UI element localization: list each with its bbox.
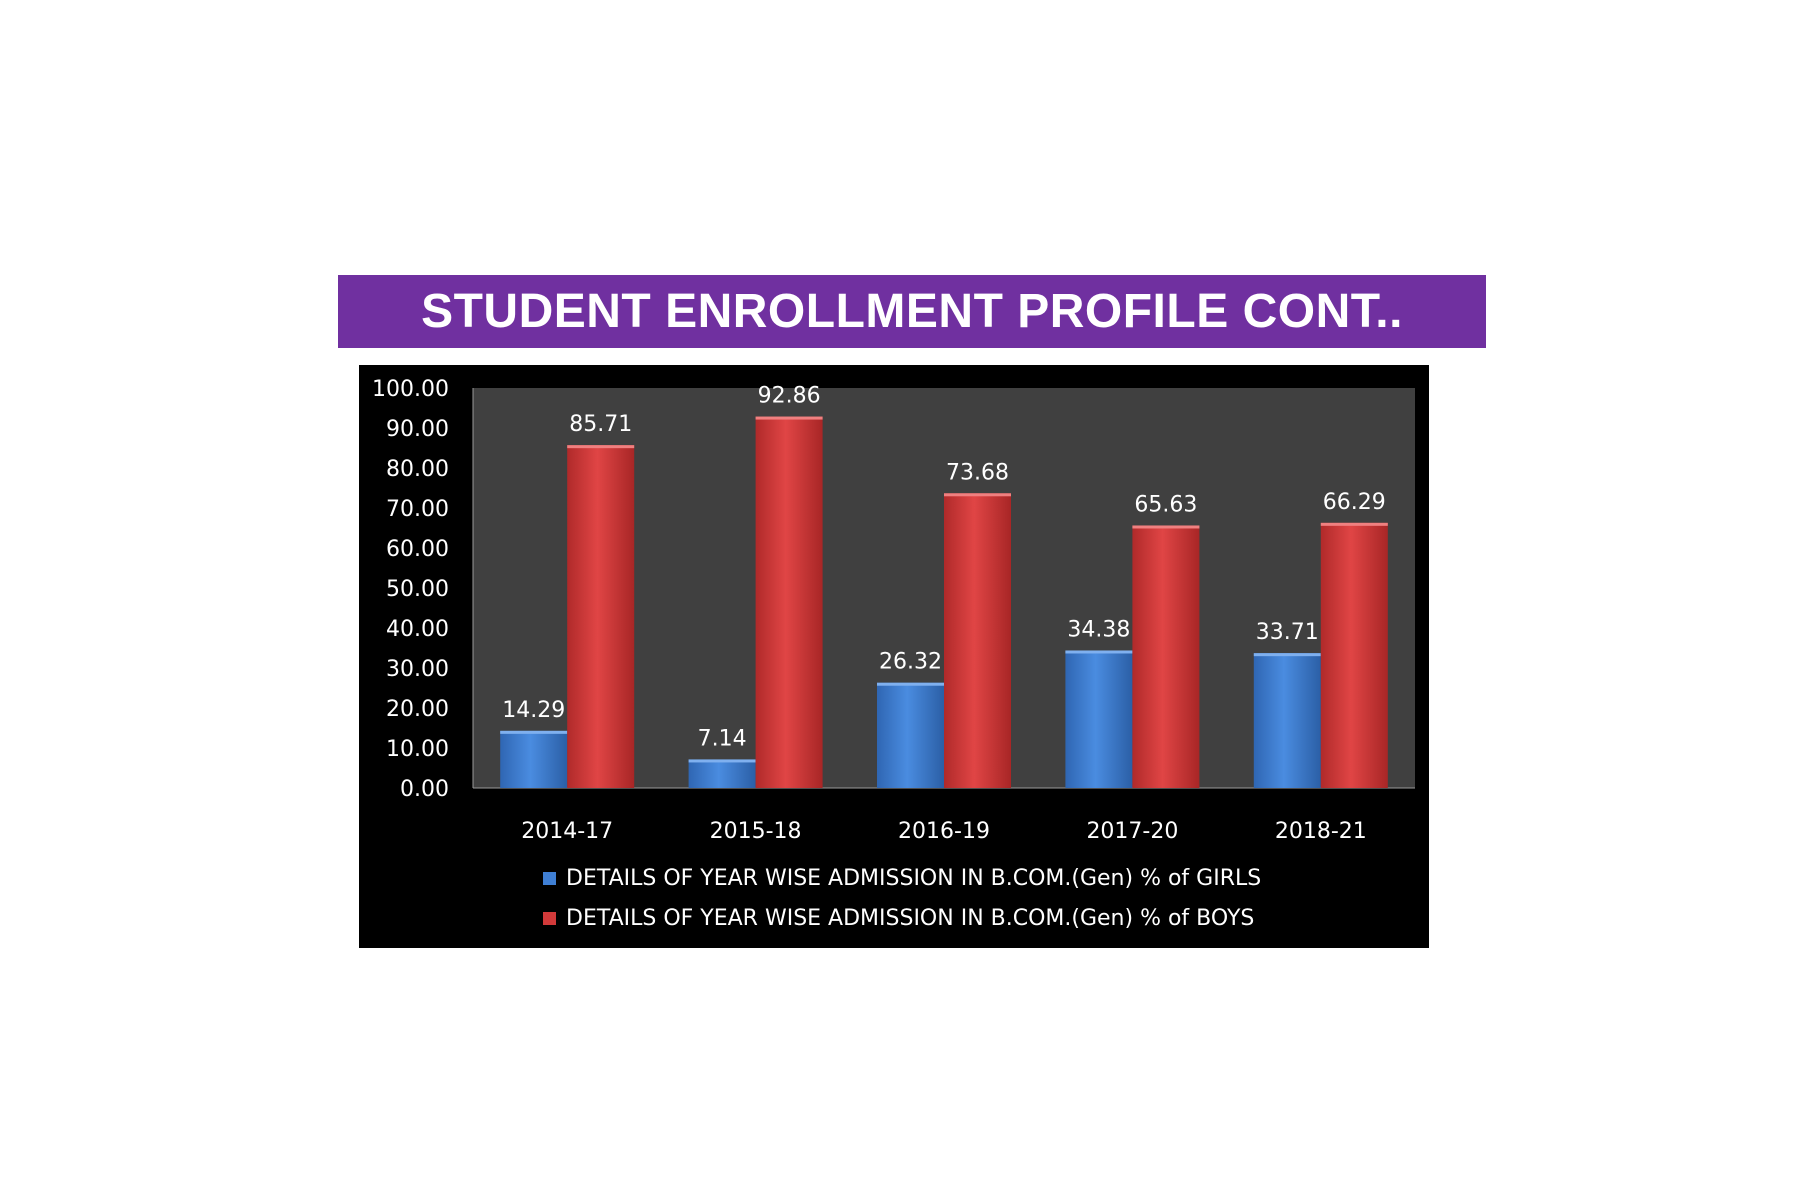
legend-item-boys: DETAILS OF YEAR WISE ADMISSION IN B.COM.… (543, 898, 1261, 938)
y-tick-label: 70.00 (386, 497, 449, 522)
legend-swatch-boys (543, 911, 556, 925)
bar-girls-2015-18 (688, 759, 756, 788)
y-tick-label: 90.00 (386, 417, 449, 442)
x-tick-label: 2018-21 (1275, 819, 1367, 844)
y-tick-label: 80.00 (386, 457, 449, 482)
y-tick-label: 20.00 (386, 697, 449, 722)
legend-label-boys: DETAILS OF YEAR WISE ADMISSION IN B.COM.… (566, 905, 1255, 931)
legend: DETAILS OF YEAR WISE ADMISSION IN B.COM.… (543, 858, 1261, 938)
data-label-girls-2017-20: 34.38 (1067, 617, 1130, 642)
data-label-boys-2014-17: 85.71 (569, 412, 632, 437)
data-label-boys-2016-19: 73.68 (946, 460, 1009, 485)
bar-cap-girls-2016-19 (877, 682, 944, 686)
bar-cap-boys-2016-19 (944, 493, 1011, 497)
bar-girls-2014-17 (500, 730, 568, 788)
data-label-boys-2017-20: 65.63 (1134, 492, 1197, 517)
bar-cap-boys-2014-17 (567, 445, 635, 449)
y-tick-label: 30.00 (386, 657, 449, 682)
bar-boys-2014-17 (567, 445, 635, 788)
bar-cap-boys-2018-21 (1320, 522, 1388, 526)
bar-cap-girls-2014-17 (500, 730, 568, 734)
bar-cap-boys-2015-18 (755, 416, 823, 420)
title-banner: STUDENT ENROLLMENT PROFILE CONT.. (338, 275, 1486, 348)
bar-girls-2017-20 (1065, 650, 1133, 788)
data-label-girls-2016-19: 26.32 (879, 650, 942, 675)
bar-chart: 0.00 10.00 20.00 30.00 40.00 50.00 60.00 70.00 8… (372, 377, 1415, 844)
bar-girls-2016-19 (877, 682, 944, 788)
y-tick-label: 60.00 (386, 537, 449, 562)
bar-cap-girls-2017-20 (1065, 650, 1133, 654)
bar-cap-boys-2017-20 (1132, 525, 1200, 529)
bar-boys-2018-21 (1320, 522, 1388, 788)
data-label-girls-2015-18: 7.14 (698, 726, 747, 751)
chart-title: STUDENT ENROLLMENT PROFILE CONT.. (421, 285, 1403, 338)
data-label-boys-2015-18: 92.86 (758, 384, 821, 409)
chart-area: 0.00 10.00 20.00 30.00 40.00 50.00 60.00 70.00 8… (359, 365, 1429, 948)
bar-boys-2017-20 (1132, 525, 1200, 788)
y-tick-label: 40.00 (386, 617, 449, 642)
y-tick-label: 0.00 (400, 777, 449, 802)
x-tick-label: 2014-17 (521, 819, 613, 844)
y-tick-label: 100.00 (372, 377, 449, 402)
bar-girls-2018-21 (1253, 653, 1321, 788)
y-tick-label: 50.00 (386, 577, 449, 602)
data-label-boys-2018-21: 66.29 (1323, 490, 1386, 515)
x-tick-label: 2016-19 (898, 819, 990, 844)
legend-swatch-girls (543, 871, 556, 885)
bar-cap-girls-2018-21 (1253, 653, 1321, 657)
legend-label-girls: DETAILS OF YEAR WISE ADMISSION IN B.COM.… (566, 865, 1262, 891)
bar-cap-girls-2015-18 (688, 759, 756, 763)
x-tick-label: 2015-18 (710, 819, 802, 844)
data-label-girls-2018-21: 33.71 (1256, 620, 1319, 645)
bar-boys-2016-19 (944, 493, 1011, 788)
legend-item-girls: DETAILS OF YEAR WISE ADMISSION IN B.COM.… (543, 858, 1261, 898)
y-tick-label: 10.00 (386, 737, 449, 762)
data-label-girls-2014-17: 14.29 (502, 698, 565, 723)
bar-boys-2015-18 (755, 416, 823, 788)
x-tick-label: 2017-20 (1086, 819, 1178, 844)
